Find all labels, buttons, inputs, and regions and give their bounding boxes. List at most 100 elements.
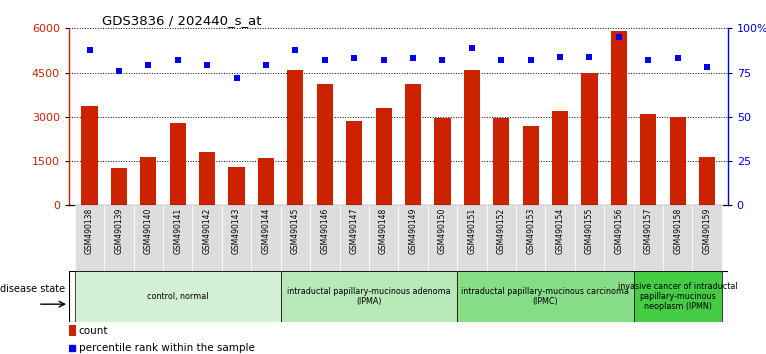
Bar [669, 117, 686, 205]
Text: count: count [79, 326, 108, 336]
Text: GSM490138: GSM490138 [85, 207, 94, 253]
Text: GSM490145: GSM490145 [291, 207, 300, 254]
Text: GDS3836 / 202440_s_at: GDS3836 / 202440_s_at [102, 14, 261, 27]
Text: GSM490157: GSM490157 [643, 207, 653, 254]
Bar [457, 205, 486, 271]
Text: GSM490159: GSM490159 [702, 207, 712, 254]
Bar [375, 108, 391, 205]
Bar [692, 205, 722, 271]
Bar [199, 152, 215, 205]
Text: GSM490144: GSM490144 [261, 207, 270, 254]
Text: intraductal papillary-mucinous carcinoma
(IPMC): intraductal papillary-mucinous carcinoma… [461, 287, 630, 306]
Bar [486, 205, 516, 271]
Text: control, normal: control, normal [147, 292, 208, 301]
Text: GSM490146: GSM490146 [320, 207, 329, 254]
Point [437, 57, 449, 63]
Text: GSM490139: GSM490139 [114, 207, 123, 254]
Bar [140, 156, 156, 205]
Bar [405, 84, 421, 205]
Text: GSM490151: GSM490151 [467, 207, 476, 253]
Bar [633, 205, 663, 271]
Point [260, 63, 272, 68]
Bar [581, 73, 597, 205]
Text: GSM490153: GSM490153 [526, 207, 535, 254]
Bar [104, 205, 133, 271]
Point [495, 57, 507, 63]
Text: GSM490154: GSM490154 [555, 207, 565, 254]
Text: GSM490147: GSM490147 [350, 207, 358, 254]
Bar [280, 271, 457, 322]
Point [113, 68, 125, 74]
Point [142, 63, 155, 68]
Bar [611, 31, 627, 205]
Point [348, 56, 360, 61]
Bar [222, 205, 251, 271]
Point [466, 45, 478, 51]
Text: invasive cancer of intraductal
papillary-mucinous
neoplasm (IPMN): invasive cancer of intraductal papillary… [618, 281, 738, 312]
Text: percentile rank within the sample: percentile rank within the sample [79, 343, 254, 353]
Bar [163, 205, 192, 271]
Text: GSM490143: GSM490143 [232, 207, 241, 254]
Point [290, 47, 302, 52]
Bar [69, 325, 76, 336]
Bar [463, 70, 480, 205]
Bar [346, 121, 362, 205]
Point [172, 57, 184, 63]
Text: GSM490158: GSM490158 [673, 207, 683, 253]
Bar [169, 123, 186, 205]
Text: GSM490149: GSM490149 [408, 207, 417, 254]
Bar [699, 156, 715, 205]
Bar [545, 205, 574, 271]
Bar [434, 118, 450, 205]
Point [201, 63, 213, 68]
Point [525, 57, 537, 63]
Bar [258, 158, 274, 205]
Point [231, 75, 243, 81]
Bar [522, 126, 538, 205]
Text: GSM490142: GSM490142 [203, 207, 211, 253]
Text: GSM490155: GSM490155 [585, 207, 594, 254]
Point [584, 54, 596, 59]
Bar [339, 205, 369, 271]
Point [642, 57, 654, 63]
Bar [604, 205, 633, 271]
Bar [316, 84, 333, 205]
Bar [516, 205, 545, 271]
Bar [310, 205, 339, 271]
Bar [192, 205, 222, 271]
Point [672, 56, 684, 61]
Point [319, 57, 331, 63]
Text: GSM490140: GSM490140 [144, 207, 153, 254]
Point [701, 64, 713, 70]
Bar [552, 111, 568, 205]
Bar [640, 114, 656, 205]
Bar [457, 271, 633, 322]
Point [83, 47, 96, 52]
Point [407, 56, 419, 61]
Point [378, 57, 390, 63]
Bar [228, 167, 244, 205]
Bar [133, 205, 163, 271]
Bar [427, 205, 457, 271]
Text: GSM490148: GSM490148 [379, 207, 388, 253]
Point [554, 54, 566, 59]
Bar [574, 205, 604, 271]
Text: GSM490150: GSM490150 [438, 207, 447, 254]
Text: GSM490141: GSM490141 [173, 207, 182, 253]
Bar [369, 205, 398, 271]
Bar [398, 205, 427, 271]
Text: disease state: disease state [0, 284, 65, 294]
Point [613, 34, 625, 40]
Bar [81, 107, 97, 205]
Bar [493, 118, 509, 205]
Text: intraductal papillary-mucinous adenoma
(IPMA): intraductal papillary-mucinous adenoma (… [287, 287, 450, 306]
Bar [75, 205, 104, 271]
Bar [663, 205, 692, 271]
Text: GSM490156: GSM490156 [614, 207, 624, 254]
Text: GSM490152: GSM490152 [497, 207, 506, 253]
Bar [75, 271, 280, 322]
Bar [111, 169, 127, 205]
Bar [251, 205, 280, 271]
Bar [633, 271, 722, 322]
Bar [280, 205, 310, 271]
